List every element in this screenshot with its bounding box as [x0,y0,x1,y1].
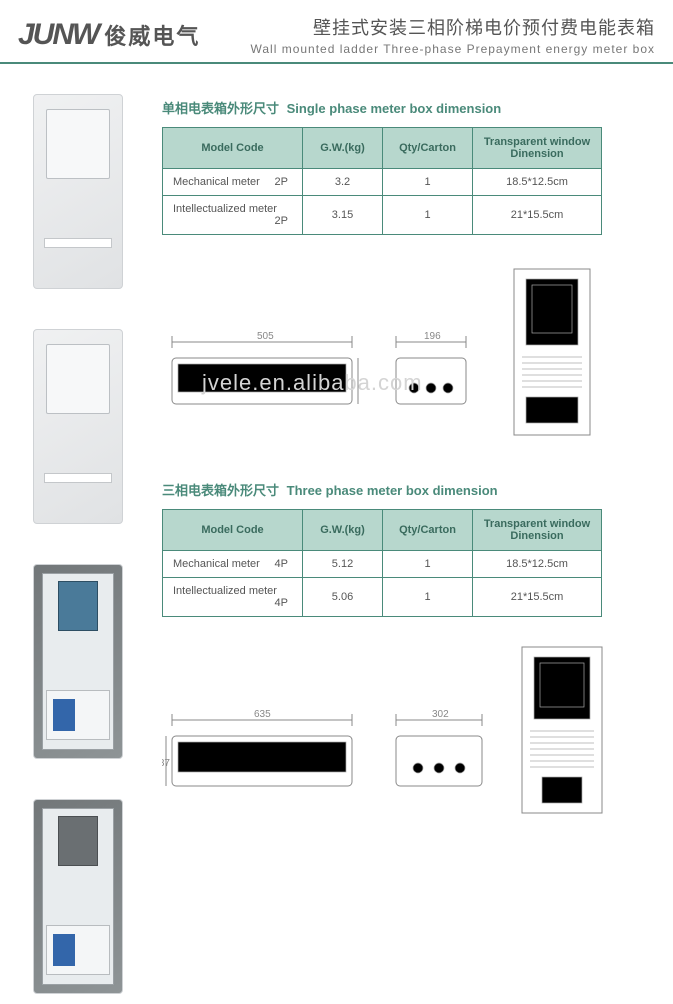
title-cn: 壁挂式安装三相阶梯电价预付费电能表箱 [250,14,655,40]
col-model: Model Code [163,128,303,169]
spec-column: 单相电表箱外形尺寸 Single phase meter box dimensi… [162,94,655,994]
table-row: Mechanical meter4P 5.12 1 18.5*12.5cm [163,551,602,578]
col-qty: Qty/Carton [383,128,473,169]
svg-text:505: 505 [257,331,274,342]
table-row: Intellectualized meter2P 3.15 1 21*15.5c… [163,196,602,235]
col-qty: Qty/Carton [383,510,473,551]
product-photo-3 [33,564,123,759]
col-window: Transparent window Dinension [473,128,602,169]
section2-diagrams: 635 187 302 [162,643,655,818]
section1-title: 单相电表箱外形尺寸 Single phase meter box dimensi… [162,98,655,117]
section2-table: Model Code G.W.(kg) Qty/Carton Transpare… [162,509,602,617]
section1-diagrams: jvele.en.alibaba.com 505 162 19 [162,265,655,440]
diagram-side-2: 302 [384,708,494,818]
col-gw: G.W.(kg) [303,128,383,169]
diagram-front-2 [516,643,608,818]
logo-cn: 俊威电气 [104,19,200,51]
diagram-top-1: 505 162 [162,330,362,440]
col-gw: G.W.(kg) [303,510,383,551]
diagram-side-1: 196 [384,330,484,440]
svg-text:196: 196 [424,331,441,342]
table-row: Intellectualized meter4P 5.06 1 21*15.5c… [163,578,602,617]
product-photo-1 [33,94,123,289]
photo-column [18,94,138,994]
col-window: Transparent window Dinension [473,510,602,551]
col-model: Model Code [163,510,303,551]
table-row: Mechanical meter2P 3.2 1 18.5*12.5cm [163,169,602,196]
diagram-front-1 [506,265,598,440]
product-photo-4 [33,799,123,994]
diagram-top-2: 635 187 [162,708,362,818]
section2-title: 三相电表箱外形尺寸 Three phase meter box dimensio… [162,480,655,499]
page-header: JUNW 俊威电气 壁挂式安装三相阶梯电价预付费电能表箱 Wall mounte… [0,0,673,64]
svg-text:635: 635 [254,709,271,720]
svg-text:302: 302 [432,709,449,720]
product-photo-2 [33,329,123,524]
logo-mark: JUNW [18,18,98,52]
section1-table: Model Code G.W.(kg) Qty/Carton Transpare… [162,127,602,235]
title-block: 壁挂式安装三相阶梯电价预付费电能表箱 Wall mounted ladder T… [250,14,655,56]
main-content: 单相电表箱外形尺寸 Single phase meter box dimensi… [0,64,673,1004]
title-en: Wall mounted ladder Three-phase Prepayme… [250,42,655,56]
logo: JUNW 俊威电气 [18,14,200,56]
